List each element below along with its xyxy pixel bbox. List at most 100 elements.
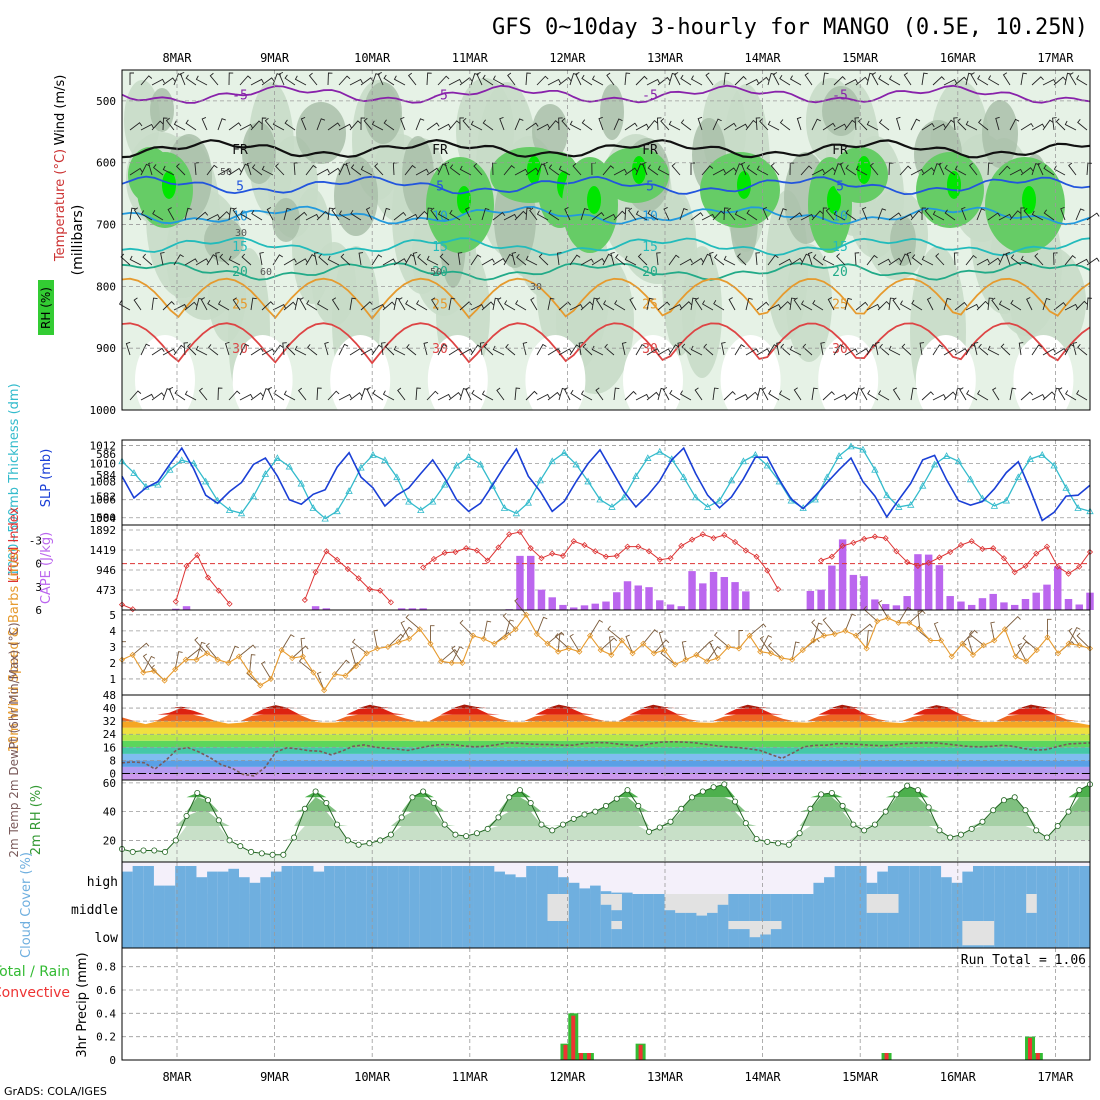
- wind-barb: [709, 251, 714, 266]
- rh2m-point: [570, 815, 577, 822]
- wind-barb: [591, 212, 605, 221]
- rh2m-point: [1076, 787, 1083, 794]
- date-label-bottom: 17MAR: [1037, 1070, 1074, 1084]
- cloud-cell: [419, 921, 431, 948]
- cloud-cell: [1079, 866, 1091, 894]
- wind-barb: [987, 212, 1001, 221]
- wind-barb: [656, 117, 662, 131]
- cloud-cell: [207, 921, 219, 948]
- wind-barb: [499, 116, 505, 131]
- wind-barb: [822, 167, 836, 176]
- wind-barb: [129, 122, 143, 131]
- precip-total-legend: Total / Rain: [0, 964, 70, 980]
- wind-barb: [779, 119, 791, 131]
- wind-barb: [778, 390, 791, 401]
- wind-barb: [294, 258, 308, 266]
- cloud-cell: [515, 877, 527, 894]
- wind-barb: [745, 78, 759, 86]
- wind-barb: [536, 343, 547, 356]
- wind-barb: [701, 165, 714, 176]
- wind10m-barb: [609, 636, 614, 655]
- wind-barb: [547, 297, 555, 311]
- cloud-cell: [185, 866, 197, 894]
- wind-barb: [899, 165, 912, 176]
- cloud-cell: [590, 885, 602, 894]
- cloud-cell: [1026, 912, 1038, 921]
- wind-barb: [547, 391, 561, 401]
- wind-barb: [1031, 76, 1044, 86]
- wind-barb: [481, 207, 490, 221]
- temp-tick-label: 24: [103, 728, 117, 741]
- isotherm-label: 25: [642, 298, 658, 313]
- lifted-index-point: [1065, 570, 1072, 577]
- wind-barb: [789, 297, 796, 311]
- wind-barb: [761, 387, 769, 401]
- wind-barb: [492, 258, 506, 266]
- cloud-cell: [919, 921, 931, 948]
- thickness-point: [333, 507, 341, 515]
- cloud-cell: [738, 894, 751, 921]
- wind-barb: [152, 164, 164, 176]
- wind-barb: [1020, 207, 1025, 221]
- rh2m-point: [1065, 808, 1072, 815]
- cloud-cell: [866, 912, 878, 921]
- cloud-cell: [1068, 921, 1080, 948]
- cloud-cell: [324, 921, 336, 948]
- cape-bar: [666, 604, 675, 610]
- cape-bar: [645, 587, 653, 610]
- wind-barb: [481, 390, 494, 401]
- cloud-cell: [664, 921, 676, 948]
- lifted-index-point: [1022, 562, 1029, 570]
- cloud-cell: [260, 877, 272, 894]
- cloud-cell: [983, 945, 995, 948]
- wind-barb: [595, 387, 604, 401]
- wind-barb: [772, 72, 780, 86]
- wind-barb: [976, 208, 986, 221]
- wind-barb: [349, 78, 363, 86]
- wind-barb: [970, 72, 978, 86]
- wind-barb: [635, 393, 649, 401]
- isotherm-label: 10: [432, 209, 448, 224]
- wind-barb: [866, 303, 880, 311]
- wind-barb: [657, 165, 670, 176]
- cloud-cell: [877, 912, 889, 921]
- wind-barb: [793, 387, 802, 401]
- cape-bar: [903, 596, 911, 610]
- wind-barb: [476, 72, 483, 86]
- temp-color-band: [122, 734, 1090, 741]
- wind-barb: [1009, 118, 1020, 131]
- wind-barb: [536, 393, 550, 401]
- isotherm-label: 15: [432, 240, 448, 255]
- wind-barb: [637, 253, 648, 266]
- isotherm-line: [121, 138, 1091, 159]
- wind-barb: [313, 251, 319, 266]
- rh2m-point: [1043, 834, 1050, 841]
- wind-barb: [569, 254, 581, 266]
- wind-barb: [457, 252, 463, 266]
- rh-contour-label: 50: [220, 167, 232, 178]
- cloud-cell-empty: [770, 866, 783, 894]
- precip-conv-legend: Convective: [0, 985, 70, 1001]
- lifted-index-point: [678, 542, 685, 549]
- wind-barb: [261, 165, 274, 176]
- lifted-index-point: [656, 556, 663, 563]
- wind-barb: [316, 168, 330, 176]
- cloud-cell-empty: [568, 866, 580, 894]
- wind-barb: [175, 163, 186, 176]
- wind-barb: [272, 344, 284, 356]
- wind-barb: [564, 207, 571, 221]
- thickness-point: [572, 460, 580, 468]
- rh2m-point: [334, 821, 341, 828]
- thickness-point: [620, 493, 628, 501]
- wind-barb: [1009, 168, 1023, 176]
- wind10m-point: [884, 614, 891, 622]
- rh2m-point: [646, 828, 653, 835]
- precip-conv-bar: [563, 1044, 568, 1060]
- lifted-index-point: [581, 542, 588, 549]
- wind10m-point: [714, 655, 721, 662]
- cloud-cell: [409, 866, 421, 894]
- rh2m-point: [398, 814, 405, 821]
- wind10m-point: [746, 632, 753, 639]
- thickness-point: [691, 493, 700, 501]
- thickness-point: [990, 502, 999, 509]
